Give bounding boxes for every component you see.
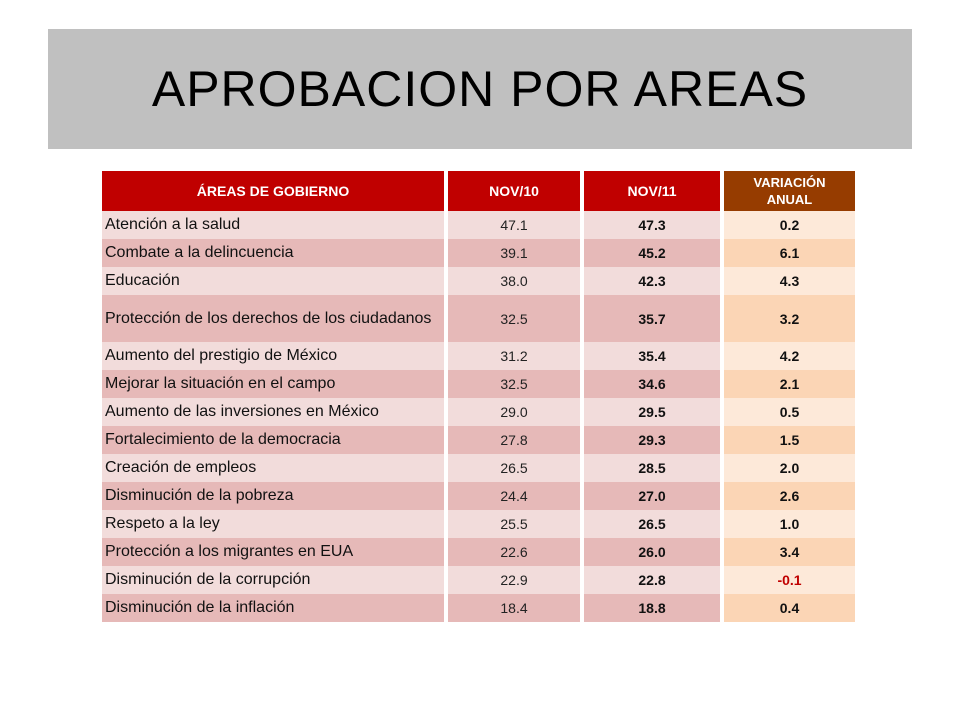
nov11-cell: 47.3	[584, 211, 720, 239]
area-cell: Protección de los derechos de los ciudad…	[102, 295, 444, 342]
area-cell: Disminución de la corrupción	[102, 566, 444, 594]
header-areas: ÁREAS DE GOBIERNO	[102, 171, 444, 211]
nov11-cell: 26.5	[584, 510, 720, 538]
area-cell: Creación de empleos	[102, 454, 444, 482]
nov10-cell: 22.6	[448, 538, 580, 566]
area-cell: Aumento del prestigio de México	[102, 342, 444, 370]
area-cell: Disminución de la inflación	[102, 594, 444, 622]
header-nov11: NOV/11	[584, 171, 720, 211]
nov10-cell: 39.1	[448, 239, 580, 267]
area-cell: Atención a la salud	[102, 211, 444, 239]
variation-cell: 1.5	[724, 426, 855, 454]
variation-cell: 2.1	[724, 370, 855, 398]
nov10-cell: 25.5	[448, 510, 580, 538]
nov11-cell: 22.8	[584, 566, 720, 594]
table-row: Creación de empleos 26.5 28.5 2.0	[102, 454, 855, 482]
variation-cell: 2.6	[724, 482, 855, 510]
variation-cell: -0.1	[724, 566, 855, 594]
nov11-cell: 45.2	[584, 239, 720, 267]
variation-cell: 3.2	[724, 295, 855, 342]
area-cell: Educación	[102, 267, 444, 295]
variation-cell: 2.0	[724, 454, 855, 482]
variation-cell: 4.3	[724, 267, 855, 295]
nov10-cell: 32.5	[448, 295, 580, 342]
nov10-cell: 38.0	[448, 267, 580, 295]
table-row: Aumento del prestigio de México 31.2 35.4 4…	[102, 342, 855, 370]
nov11-cell: 29.5	[584, 398, 720, 426]
table-row: Aumento de las inversiones en México 29.0…	[102, 398, 855, 426]
header-nov10: NOV/10	[448, 171, 580, 211]
table-row: Mejorar la situación en el campo 32.5 34.6…	[102, 370, 855, 398]
nov11-cell: 34.6	[584, 370, 720, 398]
nov11-cell: 29.3	[584, 426, 720, 454]
table-row: Protección a los migrantes en EUA 22.6 26.…	[102, 538, 855, 566]
nov10-cell: 29.0	[448, 398, 580, 426]
table-row: Protección de los derechos de los ciudad…	[102, 295, 855, 342]
table-row: Combate a la delincuencia 39.1 45.2 6.1	[102, 239, 855, 267]
area-cell: Aumento de las inversiones en México	[102, 398, 444, 426]
nov10-cell: 26.5	[448, 454, 580, 482]
nov11-cell: 35.7	[584, 295, 720, 342]
nov10-cell: 22.9	[448, 566, 580, 594]
header-variacion: VARIACIÓN ANUAL	[724, 171, 855, 211]
variation-cell: 0.2	[724, 211, 855, 239]
nov10-cell: 47.1	[448, 211, 580, 239]
table-row: Disminución de la inflación 18.4 18.8 0.4	[102, 594, 855, 622]
nov11-cell: 18.8	[584, 594, 720, 622]
nov11-cell: 26.0	[584, 538, 720, 566]
nov10-cell: 18.4	[448, 594, 580, 622]
area-cell: Protección a los migrantes en EUA	[102, 538, 444, 566]
nov10-cell: 32.5	[448, 370, 580, 398]
nov10-cell: 27.8	[448, 426, 580, 454]
area-cell: Fortalecimiento de la democracia	[102, 426, 444, 454]
table-row: Respeto a la ley 25.5 26.5 1.0	[102, 510, 855, 538]
area-cell: Mejorar la situación en el campo	[102, 370, 444, 398]
area-cell: Respeto a la ley	[102, 510, 444, 538]
nov10-cell: 24.4	[448, 482, 580, 510]
title-banner: APROBACION POR AREAS	[48, 29, 912, 149]
table-row: Disminución de la corrupción 22.9 22.8 -0.1	[102, 566, 855, 594]
nov10-cell: 31.2	[448, 342, 580, 370]
nov11-cell: 42.3	[584, 267, 720, 295]
table-row: Fortalecimiento de la democracia 27.8 29.3…	[102, 426, 855, 454]
variation-cell: 6.1	[724, 239, 855, 267]
area-cell: Disminución de la pobreza	[102, 482, 444, 510]
nov11-cell: 27.0	[584, 482, 720, 510]
table-row: Disminución de la pobreza 24.4 27.0 2.6	[102, 482, 855, 510]
variation-cell: 3.4	[724, 538, 855, 566]
nov11-cell: 35.4	[584, 342, 720, 370]
variation-cell: 0.4	[724, 594, 855, 622]
table-row: Educación 38.0 42.3 4.3	[102, 267, 855, 295]
page-title: APROBACION POR AREAS	[151, 61, 809, 117]
nov11-cell: 28.5	[584, 454, 720, 482]
variation-cell: 1.0	[724, 510, 855, 538]
table-row: Atención a la salud 47.1 47.3 0.2	[102, 211, 855, 239]
variation-cell: 4.2	[724, 342, 855, 370]
variation-cell: 0.5	[724, 398, 855, 426]
area-cell: Combate a la delincuencia	[102, 239, 444, 267]
